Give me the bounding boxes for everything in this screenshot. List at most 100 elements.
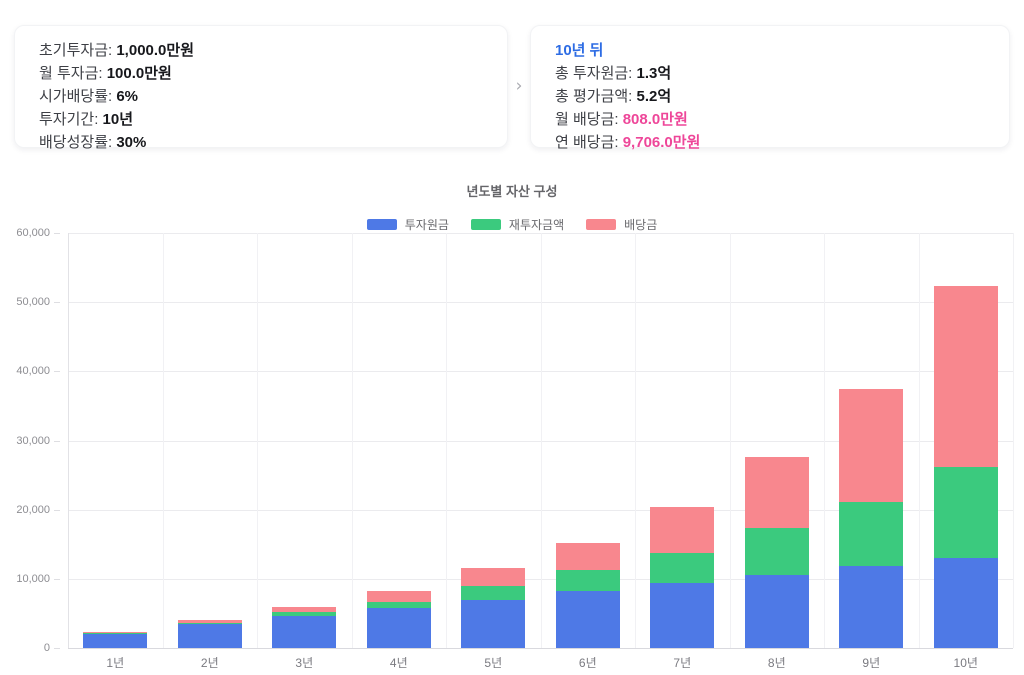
total-valuation-label: 총 평가금액:	[555, 88, 633, 105]
legend-label: 재투자금액	[508, 218, 565, 232]
bar-segment[interactable]	[933, 558, 998, 648]
dividend-growth-row: 배당성장률: 30%	[39, 131, 483, 154]
v-gridline	[163, 233, 164, 648]
monthly-dividend-value: 808.0만원	[622, 111, 688, 128]
bar-segment[interactable]	[744, 457, 809, 529]
v-gridline	[824, 233, 825, 648]
v-gridline	[541, 233, 542, 648]
total-valuation-value: 5.2억	[636, 88, 672, 105]
legend-swatch-icon	[366, 219, 397, 230]
y-tick-mark	[54, 371, 60, 373]
v-gridline	[446, 233, 447, 648]
bar-segment[interactable]	[933, 286, 998, 467]
monthly-investment-label: 월 투자금:	[39, 65, 103, 82]
dividend-yield-row: 시가배당률: 6%	[39, 85, 483, 108]
total-principal-row: 총 투자원금: 1.3억	[555, 62, 985, 85]
y-tick-mark	[54, 233, 60, 234]
input-summary-card: 초기투자금: 1,000.0만원 월 투자금: 100.0만원 시가배당률: 6…	[14, 25, 508, 151]
y-axis: 0 10,000 20,000 30,000 40,000 50,000 60,000	[0, 227, 60, 654]
total-principal-label: 총 투자원금:	[555, 65, 633, 82]
total-valuation-row: 총 평가금액: 5.2억	[555, 85, 985, 108]
chart-legend: 투자원금 재투자금액 배당금	[0, 216, 1024, 233]
bar-segment[interactable]	[366, 602, 431, 608]
x-axis-label: 4년	[389, 656, 408, 670]
y-tick-mark	[54, 509, 60, 511]
bar-segment[interactable]	[177, 620, 242, 623]
x-axis-label: 5년	[484, 656, 503, 670]
bar-segment[interactable]	[461, 586, 526, 600]
h-gridline	[68, 302, 1013, 304]
bar-segment[interactable]	[839, 566, 904, 648]
x-axis-label: 8년	[767, 656, 786, 670]
bar-segment[interactable]	[650, 506, 715, 553]
initial-investment-label: 초기투자금:	[39, 42, 113, 59]
bar-segment[interactable]	[650, 552, 715, 583]
x-axis: 1년 2년 3년 4년 5년 6년 7년 8년 9년 10년	[68, 654, 1013, 672]
bar-segment[interactable]	[366, 607, 431, 648]
bar-segment[interactable]	[461, 568, 526, 587]
monthly-investment-value: 100.0만원	[106, 65, 172, 82]
h-gridline	[68, 578, 1013, 580]
y-axis-label: 20,000	[16, 503, 50, 516]
monthly-dividend-label: 월 배당금:	[555, 111, 619, 128]
bar-segment[interactable]	[933, 466, 998, 559]
monthly-dividend-row: 월 배당금: 808.0만원	[555, 108, 985, 131]
dividend-yield-label: 시가배당률:	[39, 88, 113, 105]
x-axis-label: 7년	[673, 656, 692, 670]
y-axis-label: 30,000	[16, 434, 50, 447]
y-axis-label: 0	[43, 642, 50, 654]
x-axis-label: 2년	[200, 656, 219, 670]
x-axis-label: 1년	[106, 656, 125, 670]
v-gridline	[635, 233, 636, 648]
y-tick-mark	[54, 302, 60, 304]
h-gridline	[68, 509, 1013, 511]
bar-segment[interactable]	[839, 388, 904, 503]
result-summary-card: 10년 뒤 총 투자원금: 1.3억 총 평가금액: 5.2억 월 배당금: 8…	[530, 25, 1010, 151]
annual-dividend-row: 연 배당금: 9,706.0만원	[555, 131, 985, 154]
h-gridline	[68, 371, 1013, 373]
investment-period-value: 10년	[102, 111, 134, 128]
cards-separator: ›	[508, 25, 530, 148]
bar-segment[interactable]	[461, 599, 526, 648]
bar-segment[interactable]	[177, 624, 242, 648]
bar-segment[interactable]	[555, 591, 620, 648]
v-gridline	[1013, 233, 1014, 648]
h-gridline	[68, 440, 1013, 442]
bar-segment[interactable]	[555, 569, 620, 592]
annual-dividend-label: 연 배당금:	[555, 134, 619, 151]
v-gridline	[68, 233, 69, 648]
legend-item[interactable]: 투자원금	[366, 216, 449, 233]
v-gridline	[352, 233, 353, 648]
bar-segment[interactable]	[272, 606, 337, 612]
y-axis-label: 60,000	[16, 227, 50, 239]
bar-segment[interactable]	[272, 611, 337, 617]
bar-segment[interactable]	[744, 574, 809, 648]
initial-investment-value: 1,000.0만원	[116, 42, 194, 59]
bar-segment[interactable]	[177, 622, 242, 625]
legend-label: 투자원금	[404, 218, 449, 232]
x-axis-label: 6년	[578, 656, 597, 670]
bar-segment[interactable]	[744, 528, 809, 575]
bar-segment[interactable]	[555, 542, 620, 570]
h-gridline	[68, 648, 1013, 649]
h-gridline	[68, 233, 1013, 234]
dividend-growth-label: 배당성장률:	[39, 134, 113, 151]
bar-segment[interactable]	[839, 502, 904, 567]
summary-cards-row: 초기투자금: 1,000.0만원 월 투자금: 100.0만원 시가배당률: 6…	[14, 25, 1010, 151]
legend-item[interactable]: 재투자금액	[470, 216, 565, 233]
bar-segment[interactable]	[650, 582, 715, 648]
bar-segment[interactable]	[83, 632, 148, 648]
bar-segment[interactable]	[366, 590, 431, 603]
y-tick-mark	[54, 578, 60, 580]
monthly-investment-row: 월 투자금: 100.0만원	[39, 62, 483, 85]
chart-title: 년도별 자산 구성	[466, 184, 558, 199]
plot-area	[68, 233, 1014, 649]
bar-segment[interactable]	[272, 616, 337, 648]
v-gridline	[730, 233, 731, 648]
legend-label: 배당금	[624, 218, 658, 232]
legend-item[interactable]: 배당금	[586, 216, 657, 233]
chevron-right-icon[interactable]: ›	[515, 76, 523, 96]
y-axis-label: 50,000	[16, 296, 50, 309]
x-axis-label: 10년	[953, 656, 978, 670]
